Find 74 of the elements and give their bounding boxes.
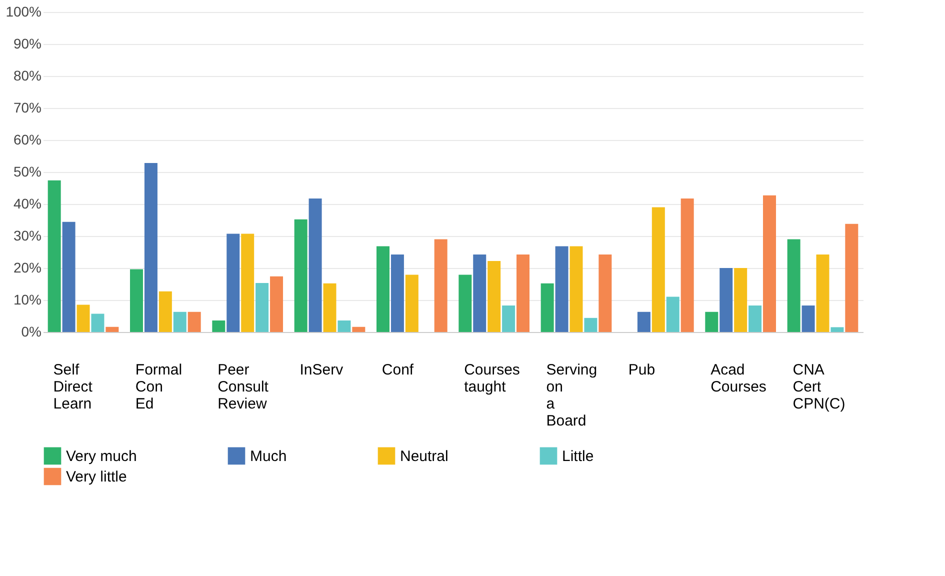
- legend-label: Much: [250, 448, 287, 465]
- bar: [226, 234, 240, 332]
- bar: [488, 260, 501, 332]
- y-tick-label: 0%: [21, 324, 42, 340]
- legend-label: Little: [562, 448, 594, 465]
- bar: [76, 304, 90, 332]
- bar: [352, 326, 366, 332]
- x-tick-label: Acad Courses: [710, 362, 766, 396]
- bar: [144, 163, 158, 332]
- bar: [256, 283, 269, 332]
- bar: [308, 198, 322, 332]
- y-tick-label: 100%: [6, 4, 42, 20]
- x-tick-label: Serving on a Board: [546, 362, 598, 430]
- bar: [734, 268, 748, 332]
- bar: [173, 312, 186, 332]
- bar: [555, 246, 568, 332]
- bar: [323, 283, 336, 332]
- y-tick-label: 30%: [13, 228, 42, 244]
- bar: [338, 320, 351, 332]
- bar: [762, 195, 776, 332]
- bar: [458, 274, 472, 332]
- bar: [830, 327, 844, 332]
- y-tick-label: 10%: [13, 292, 42, 308]
- bar: [376, 246, 390, 332]
- x-tick-label: Peer Consult Review: [218, 362, 270, 412]
- bar: [434, 239, 448, 332]
- bar: [106, 326, 119, 332]
- bar: [637, 312, 650, 332]
- bar: [62, 222, 76, 332]
- bar: [680, 198, 694, 332]
- bar: [652, 207, 665, 332]
- bar: [584, 318, 598, 332]
- bar: [705, 312, 718, 332]
- bar: [516, 254, 530, 332]
- bar: [212, 320, 226, 332]
- legend-label: Neutral: [400, 448, 448, 465]
- x-tick-label: InServ: [300, 362, 344, 378]
- x-tick-label: CNA Cert CPN(C): [792, 362, 846, 412]
- y-tick-label: 20%: [13, 260, 42, 276]
- bar: [598, 254, 612, 332]
- bar: [816, 254, 830, 332]
- bar: [48, 180, 61, 332]
- y-tick-label: 70%: [13, 100, 42, 116]
- x-tick-label: Formal Con Ed: [135, 362, 182, 412]
- bar: [294, 219, 308, 332]
- y-tick-label: 60%: [13, 132, 42, 148]
- bar: [748, 305, 762, 332]
- bar: [802, 305, 815, 332]
- bar: [91, 314, 104, 332]
- bar: [390, 254, 404, 332]
- legend-label: Very much: [66, 448, 137, 465]
- x-tick-label: Courses taught: [464, 362, 520, 396]
- bar: [158, 291, 172, 332]
- bar: [570, 246, 583, 332]
- legend-label: Very little: [66, 468, 127, 486]
- y-tick-label: 40%: [13, 196, 42, 212]
- bar: [720, 268, 733, 332]
- bar: [188, 312, 201, 332]
- x-tick-label: Self Direct Learn: [53, 362, 94, 412]
- bar: [473, 254, 486, 332]
- bar: [241, 234, 254, 332]
- y-tick-label: 50%: [13, 164, 42, 180]
- y-tick-label: 80%: [13, 68, 42, 84]
- bar: [666, 296, 680, 332]
- x-tick-label: Conf: [382, 362, 414, 378]
- bar: [787, 239, 800, 332]
- bar: [502, 305, 516, 332]
- x-tick-label: Pub: [628, 362, 656, 378]
- bar: [130, 269, 144, 332]
- bar: [540, 283, 554, 332]
- y-tick-label: 90%: [13, 36, 42, 52]
- bar: [270, 276, 284, 332]
- bar: [405, 274, 418, 332]
- bar: [845, 224, 858, 332]
